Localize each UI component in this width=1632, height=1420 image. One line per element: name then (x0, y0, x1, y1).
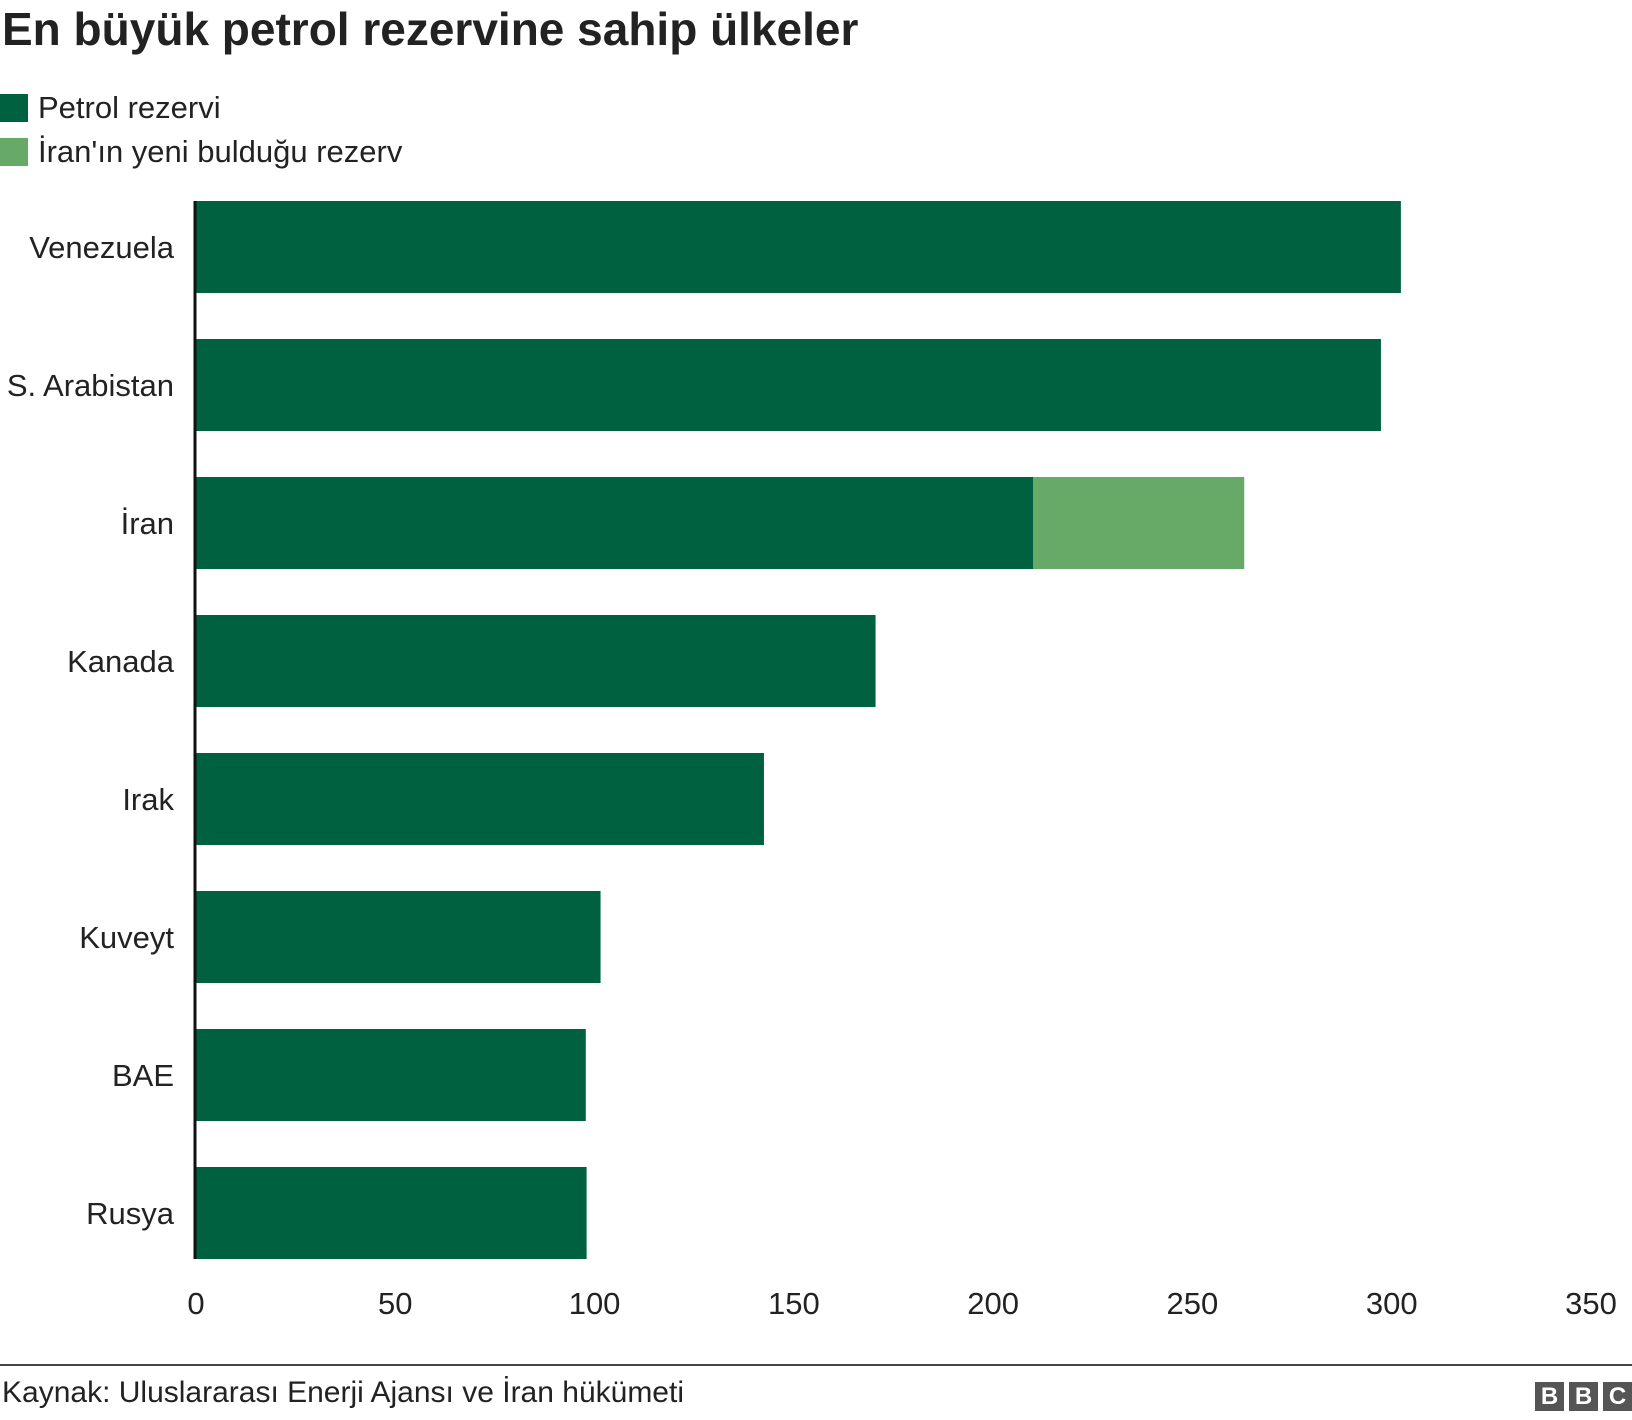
bbc-logo: B B C (1535, 1382, 1632, 1411)
x-tick-label: 300 (1366, 1286, 1418, 1321)
y-tick-label: İran (121, 506, 174, 541)
bar-chart: Venezuela S. Arabistan İran Kanada Irak Kuvey… (7, 201, 1617, 1321)
x-tick-label: 350 (1565, 1286, 1617, 1321)
source-note: Kaynak: Uluslararası Enerji Ajansı ve İr… (2, 1376, 684, 1409)
bbc-logo-letter: B (1535, 1382, 1564, 1411)
y-tick-label: S. Arabistan (7, 368, 174, 403)
bar-bae-petrol-rezervi (196, 1029, 586, 1121)
chart-title: En büyük petrol rezervine sahip ülkeler (2, 3, 859, 55)
y-tick-label: Kuveyt (79, 920, 174, 955)
bar-kuveyt-petrol-rezervi (196, 891, 601, 983)
legend: Petrol rezervi İran'ın yeni bulduğu reze… (0, 86, 402, 174)
bbc-logo-letter: B (1569, 1382, 1598, 1411)
footer-divider (0, 1364, 1632, 1366)
y-tick-label: Venezuela (29, 230, 175, 265)
legend-swatch-yeni-rezerv (0, 138, 28, 166)
legend-label-petrol-rezervi: Petrol rezervi (38, 90, 221, 125)
bar-s-arabistan-petrol-rezervi (196, 339, 1381, 431)
bar-kanada-petrol-rezervi (196, 615, 876, 707)
y-tick-label: Rusya (86, 1196, 175, 1231)
x-tick-label: 200 (967, 1286, 1019, 1321)
legend-item-petrol-rezervi: Petrol rezervi (0, 86, 402, 130)
y-tick-label: BAE (112, 1058, 174, 1093)
x-tick-label: 250 (1167, 1286, 1219, 1321)
bar-venezuela-petrol-rezervi (196, 201, 1401, 293)
x-tick-label: 100 (569, 1286, 621, 1321)
legend-label-yeni-rezerv: İran'ın yeni bulduğu rezerv (38, 134, 403, 169)
legend-item-yeni-rezerv: İran'ın yeni bulduğu rezerv (0, 130, 402, 174)
x-tick-label: 150 (768, 1286, 820, 1321)
bbc-logo-letter: C (1603, 1382, 1632, 1411)
bar-rusya-petrol-rezervi (196, 1167, 587, 1259)
bar-i-ran-petrol-rezervi (196, 477, 1033, 569)
legend-swatch-petrol-rezervi (0, 94, 28, 122)
bar-i-ran-i-ran-n-yeni-buldu-u-rezerv (1033, 477, 1245, 569)
x-tick-label: 50 (378, 1286, 412, 1321)
bar-irak-petrol-rezervi (196, 753, 764, 845)
y-tick-label: Irak (122, 782, 174, 817)
y-tick-label: Kanada (67, 644, 175, 679)
x-tick-label: 0 (187, 1286, 204, 1321)
